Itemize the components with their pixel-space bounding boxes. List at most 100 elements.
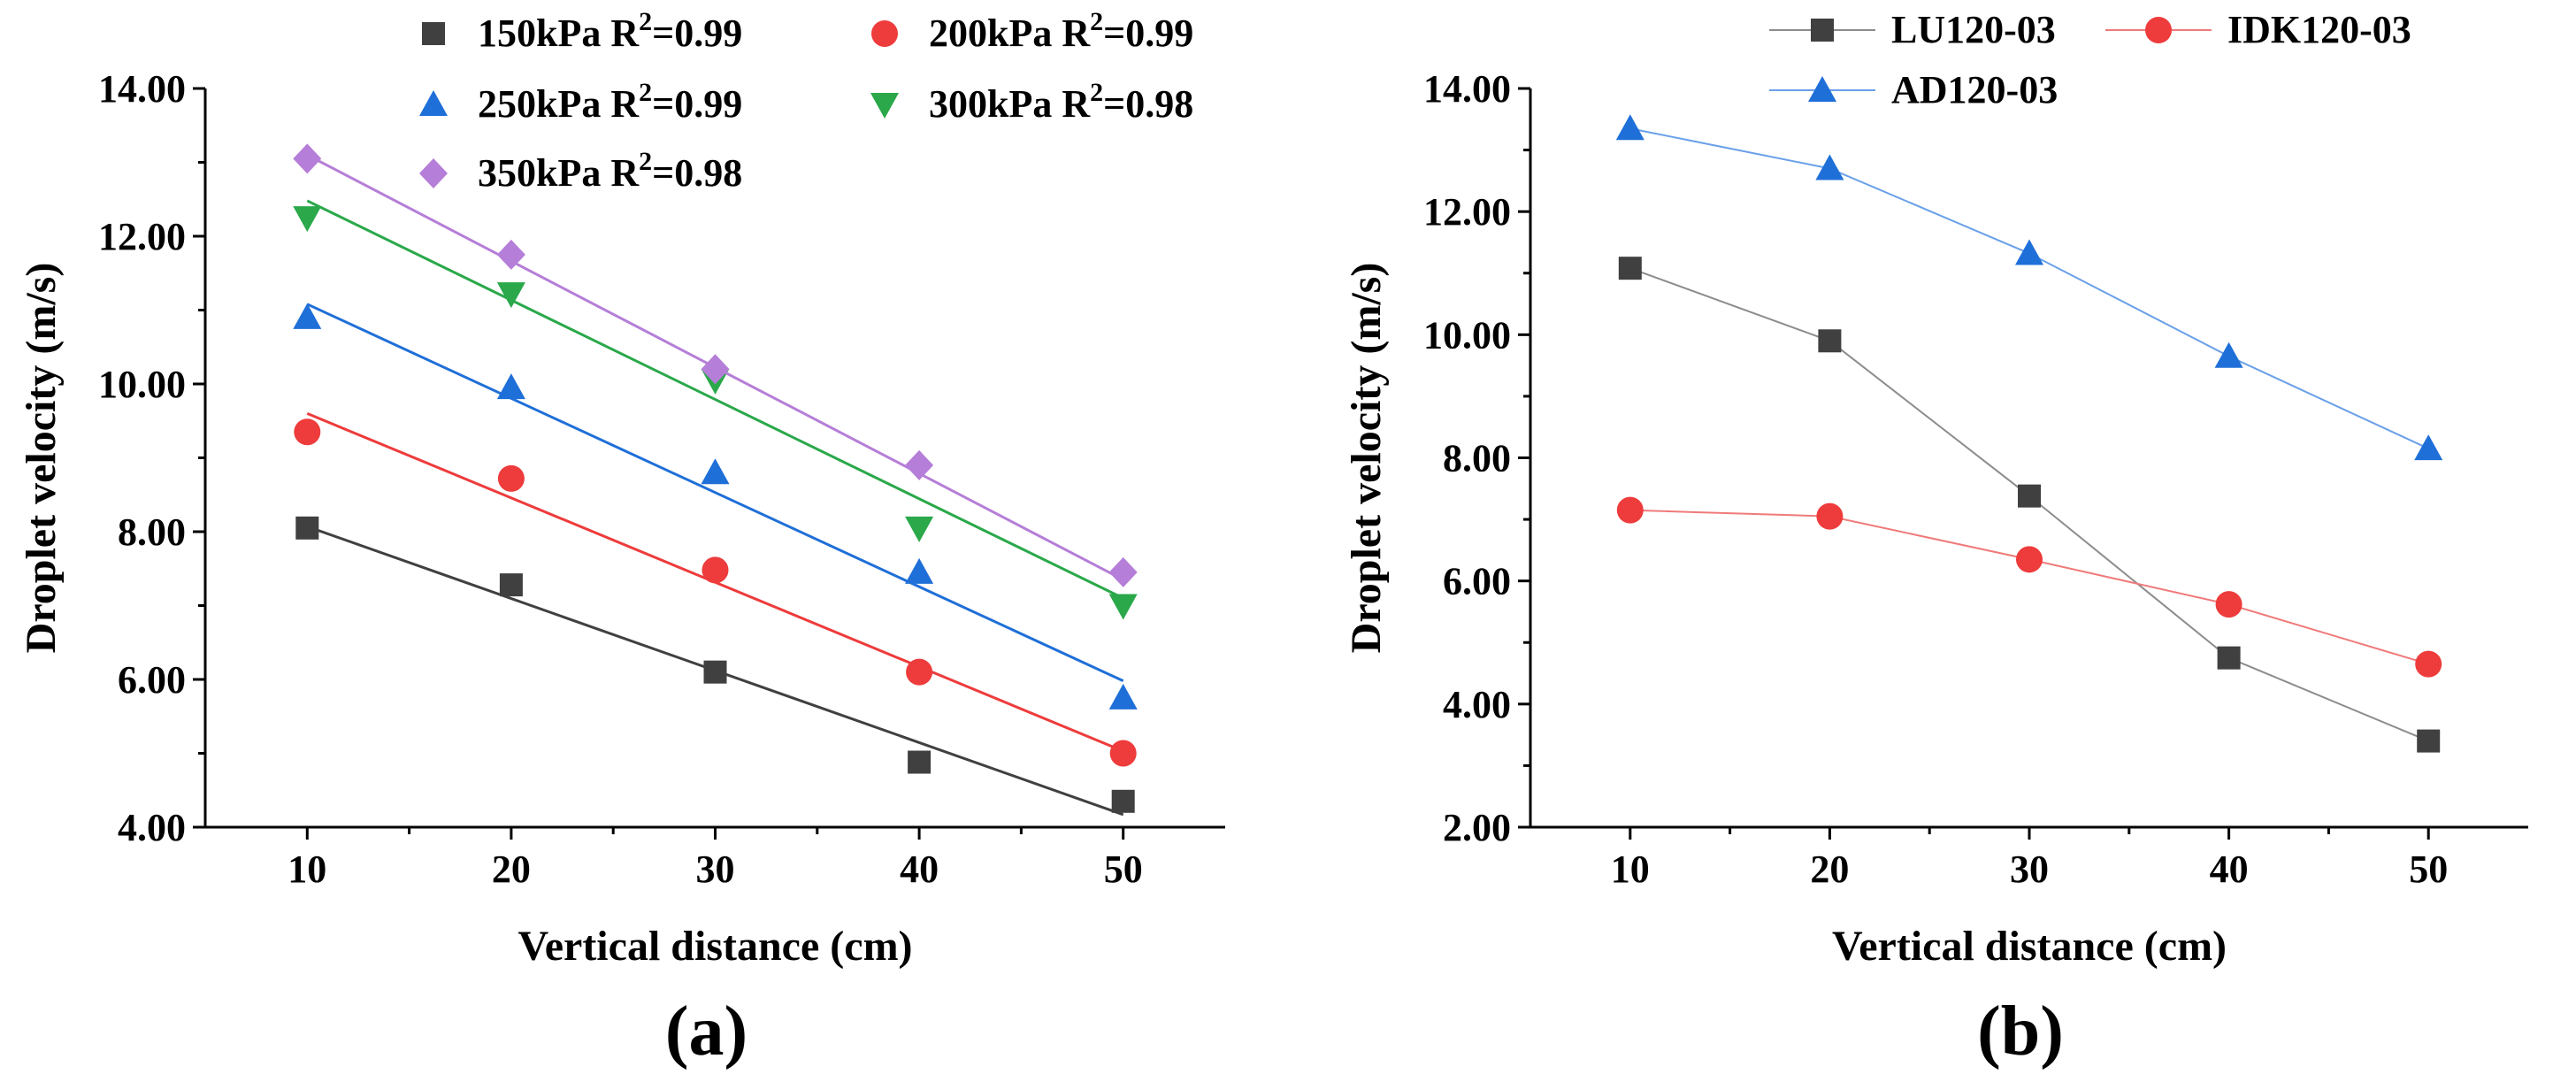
legend-label: 350kPa R2=0.98 (478, 147, 742, 195)
data-point (1109, 740, 1137, 767)
data-point (1108, 683, 1138, 710)
series-line (1629, 509, 2429, 665)
panel-a-chart: 4.00 6.00 8.00 10.00 12.00 14.00 10 20 30 40 50 Ver… (18, 7, 1225, 1070)
series-350kpa (293, 143, 1138, 587)
legend-label: LU120-03 (1891, 8, 2056, 51)
series-lu120-03 (1618, 257, 2441, 753)
series-200kpa (294, 412, 1137, 767)
legend-label: 200kPa R2=0.99 (929, 7, 1193, 55)
data-point (293, 206, 322, 233)
panel-b-chart: 2.00 4.00 6.00 8.00 10.00 12.00 14.00 10 20 30 40 5… (1343, 8, 2528, 1070)
x-tick-label: 20 (492, 848, 531, 891)
legend-label: AD120-03 (1891, 68, 2058, 111)
legend-marker (871, 20, 898, 47)
panel-label: (a) (665, 993, 748, 1070)
data-point (908, 750, 932, 774)
y-tick-label: 6.00 (1443, 560, 1511, 603)
x-tick-label: 50 (1104, 848, 1143, 891)
data-point (1108, 594, 1138, 620)
data-point (905, 449, 934, 480)
series-150kpa (295, 516, 1135, 817)
data-point (1108, 556, 1138, 587)
legend-marker (870, 93, 899, 119)
legend-marker (1808, 76, 1836, 102)
legend-item: 200kPa R2=0.99 (871, 7, 1193, 55)
x-tick-label: 20 (1810, 848, 1849, 891)
data-point (1818, 329, 1842, 353)
data-point (1616, 496, 1644, 524)
data-point (293, 303, 322, 329)
x-tick-label: 40 (2210, 848, 2249, 891)
data-point (294, 418, 321, 446)
y-axis-title: Droplet velocity (m/s) (1343, 263, 1390, 654)
legend: LU120-03 IDK120-03 AD120-03 (1769, 8, 2411, 111)
data-point (701, 458, 730, 485)
data-point (906, 658, 933, 686)
data-point (2016, 546, 2043, 573)
y-axis-title: Droplet velocity (m/s) (18, 263, 65, 654)
data-point (293, 143, 322, 174)
legend-item: 350kPa R2=0.98 (419, 147, 742, 195)
y-tick-label: 8.00 (118, 510, 186, 554)
legend-item: AD120-03 (1769, 68, 2058, 111)
legend-label: 300kPa R2=0.98 (929, 78, 1193, 126)
y-tick-label: 14.00 (98, 67, 186, 111)
legend-marker (1811, 19, 1834, 42)
legend-item: 300kPa R2=0.98 (870, 78, 1193, 126)
data-point (496, 239, 525, 270)
data-point (2214, 341, 2243, 368)
data-point (496, 282, 525, 309)
data-point (2417, 729, 2441, 753)
data-point (499, 573, 523, 597)
data-point (2018, 484, 2041, 508)
y-tick-label: 2.00 (1443, 806, 1511, 849)
y-tick-label: 4.00 (1443, 683, 1511, 726)
data-point (2215, 591, 2242, 618)
fit-line (306, 303, 1124, 683)
y-tick-label: 12.00 (98, 215, 186, 258)
data-point (1815, 154, 1844, 180)
x-axis-title: Vertical distance (cm) (1832, 923, 2227, 970)
x-tick-label: 10 (1611, 848, 1650, 891)
data-point (905, 516, 934, 542)
x-tick-label: 10 (288, 848, 326, 891)
legend-item: 150kPa R2=0.99 (422, 7, 742, 55)
data-point (701, 354, 730, 385)
data-point (702, 556, 729, 584)
legend-label: 250kPa R2=0.99 (478, 78, 742, 126)
y-tick-label: 8.00 (1443, 437, 1511, 480)
data-point (2415, 650, 2442, 678)
series-250kpa (293, 303, 1138, 710)
legend-marker (422, 22, 445, 45)
x-tick-label: 30 (696, 848, 735, 891)
legend-item: 250kPa R2=0.99 (419, 78, 742, 126)
y-tick-label: 12.00 (1423, 190, 1511, 234)
data-point (295, 516, 319, 540)
y-tick-label: 6.00 (118, 658, 186, 702)
x-axis-title: Vertical distance (cm) (518, 923, 912, 970)
legend: 150kPa R2=0.99 200kPa R2=0.99 250kPa R2=0.… (419, 7, 1193, 195)
y-tick-label: 14.00 (1423, 67, 1511, 111)
y-tick-label: 10.00 (98, 363, 186, 406)
series-ad120-03 (1615, 114, 2443, 461)
x-tick-label: 50 (2409, 848, 2448, 891)
panel-label: (b) (1977, 993, 2064, 1070)
legend-marker (2145, 17, 2172, 43)
fit-line (306, 199, 1124, 600)
legend-label: 150kPa R2=0.99 (478, 7, 742, 55)
data-point (1615, 114, 1644, 141)
series-line (1629, 127, 2429, 449)
data-point (2217, 646, 2241, 670)
data-point (905, 557, 934, 584)
data-point (1618, 257, 1642, 280)
series-idk120-03 (1616, 496, 2442, 678)
data-point (496, 373, 525, 400)
y-tick-label: 4.00 (118, 806, 186, 849)
data-point (2015, 239, 2043, 265)
x-tick-label: 40 (900, 848, 939, 891)
x-tick-label: 30 (2010, 848, 2049, 891)
data-point (497, 464, 525, 492)
y-tick-label: 10.00 (1423, 313, 1511, 357)
legend-label: IDK120-03 (2227, 8, 2411, 51)
